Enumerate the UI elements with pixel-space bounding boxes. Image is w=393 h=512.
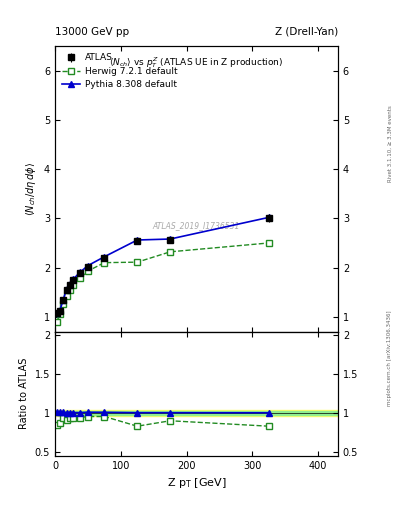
Herwig 7.2.1 default	[68, 287, 72, 293]
Text: mcplots.cern.ch [arXiv:1306.3436]: mcplots.cern.ch [arXiv:1306.3436]	[387, 311, 392, 406]
Herwig 7.2.1 default	[86, 268, 90, 274]
Y-axis label: $\langle N_{ch}/d\eta\, d\phi\rangle$: $\langle N_{ch}/d\eta\, d\phi\rangle$	[24, 162, 39, 216]
Y-axis label: Ratio to ATLAS: Ratio to ATLAS	[19, 358, 29, 429]
Pythia 8.308 default	[58, 307, 62, 313]
Pythia 8.308 default	[54, 310, 59, 316]
Herwig 7.2.1 default	[77, 275, 82, 282]
Pythia 8.308 default	[168, 236, 173, 242]
Pythia 8.308 default	[61, 296, 66, 303]
Pythia 8.308 default	[102, 253, 107, 260]
Pythia 8.308 default	[71, 276, 75, 283]
Herwig 7.2.1 default	[64, 293, 69, 299]
Bar	[55, 411, 338, 415]
Bar	[55, 410, 338, 416]
Herwig 7.2.1 default	[58, 311, 62, 317]
Text: Rivet 3.1.10, ≥ 3.3M events: Rivet 3.1.10, ≥ 3.3M events	[387, 105, 392, 182]
Pythia 8.308 default	[77, 269, 82, 275]
Herwig 7.2.1 default	[71, 282, 75, 288]
Text: 13000 GeV pp: 13000 GeV pp	[55, 27, 129, 37]
Herwig 7.2.1 default	[54, 318, 59, 325]
Line: Herwig 7.2.1 default: Herwig 7.2.1 default	[53, 240, 272, 325]
X-axis label: Z p$_\mathrm{T}$ [GeV]: Z p$_\mathrm{T}$ [GeV]	[167, 476, 226, 490]
Herwig 7.2.1 default	[61, 302, 66, 308]
Herwig 7.2.1 default	[102, 260, 107, 266]
Pythia 8.308 default	[135, 237, 140, 243]
Pythia 8.308 default	[64, 286, 69, 292]
Herwig 7.2.1 default	[135, 259, 140, 265]
Herwig 7.2.1 default	[266, 240, 271, 246]
Pythia 8.308 default	[266, 215, 271, 221]
Line: Pythia 8.308 default: Pythia 8.308 default	[53, 214, 272, 316]
Pythia 8.308 default	[68, 281, 72, 287]
Text: Z (Drell-Yan): Z (Drell-Yan)	[275, 27, 338, 37]
Text: ATLAS_2019_I1736531: ATLAS_2019_I1736531	[153, 221, 240, 230]
Text: $\langle N_{ch}\rangle$ vs $p_T^Z$ (ATLAS UE in Z production): $\langle N_{ch}\rangle$ vs $p_T^Z$ (ATLA…	[109, 55, 284, 70]
Pythia 8.308 default	[86, 263, 90, 269]
Legend: ATLAS, Herwig 7.2.1 default, Pythia 8.308 default: ATLAS, Herwig 7.2.1 default, Pythia 8.30…	[59, 51, 180, 92]
Herwig 7.2.1 default	[168, 249, 173, 255]
